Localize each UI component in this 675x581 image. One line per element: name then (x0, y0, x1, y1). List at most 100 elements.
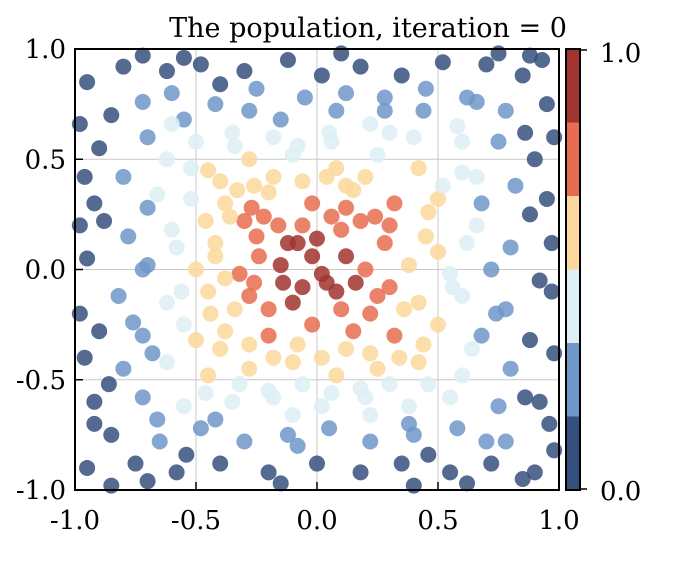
data-point (248, 80, 265, 97)
data-point (207, 96, 224, 113)
data-point (369, 287, 386, 304)
data-point (289, 138, 306, 155)
data-point (442, 265, 459, 282)
data-point (442, 464, 459, 481)
data-point (415, 102, 432, 119)
data-point (144, 345, 161, 362)
data-point (197, 212, 214, 229)
data-point (473, 195, 490, 212)
data-point (236, 63, 253, 80)
data-point (79, 250, 96, 267)
data-point (338, 177, 355, 194)
data-point (226, 301, 243, 318)
data-point (420, 204, 437, 221)
y-tick-label: 0.5 (25, 145, 66, 175)
data-point (134, 327, 151, 344)
data-point (279, 52, 296, 69)
data-point (260, 184, 277, 201)
data-point (100, 376, 117, 393)
data-point (405, 129, 422, 146)
data-point (405, 477, 422, 494)
data-point (338, 340, 355, 357)
data-point (526, 464, 543, 481)
data-point (197, 384, 214, 401)
data-point (265, 129, 282, 146)
data-point (347, 274, 364, 291)
data-point (120, 228, 137, 245)
data-point (175, 316, 192, 333)
data-point (534, 52, 551, 69)
data-point (521, 206, 538, 223)
data-point (454, 164, 471, 181)
data-point (158, 151, 175, 168)
data-point (255, 208, 272, 225)
data-point (241, 287, 258, 304)
data-point (369, 360, 386, 377)
data-point (163, 221, 180, 238)
data-point (328, 102, 345, 119)
data-point (248, 228, 265, 245)
chart-title: The population, iteration = 0 (169, 13, 567, 44)
x-tick-label: -0.5 (171, 506, 221, 536)
colorbar-segment (566, 196, 580, 270)
data-point (163, 115, 180, 132)
data-point (284, 354, 301, 371)
data-point (415, 336, 432, 353)
data-point (272, 111, 289, 128)
data-point (454, 133, 471, 150)
data-point (313, 67, 330, 84)
data-point (502, 360, 519, 377)
data-point (321, 420, 338, 437)
data-point (158, 294, 175, 311)
data-point (175, 49, 192, 66)
data-point (328, 367, 345, 384)
data-point (376, 89, 393, 106)
data-point (490, 45, 507, 62)
data-point (246, 274, 263, 291)
y-tick-label: 0.0 (25, 256, 66, 286)
data-point (125, 314, 142, 331)
data-point (294, 217, 311, 234)
data-point (212, 455, 229, 472)
data-point (362, 407, 379, 424)
data-point (200, 367, 217, 384)
data-point (279, 426, 296, 443)
data-point (338, 199, 355, 216)
data-point (289, 437, 306, 454)
data-point (396, 301, 413, 318)
data-point (514, 67, 531, 84)
data-point (369, 146, 386, 163)
data-point (357, 261, 374, 278)
data-point (497, 433, 514, 450)
data-point (168, 239, 185, 256)
data-point (294, 376, 311, 393)
data-point (243, 199, 260, 216)
data-point (490, 398, 507, 415)
data-point (352, 212, 369, 229)
data-point (323, 208, 340, 225)
data-point (212, 173, 229, 190)
data-point (207, 248, 224, 265)
data-point (134, 261, 151, 278)
data-point (231, 265, 248, 282)
data-point (543, 283, 560, 300)
data-point (265, 349, 282, 366)
data-point (265, 168, 282, 185)
data-point (79, 74, 96, 91)
data-point (367, 208, 384, 225)
data-point (357, 168, 374, 185)
data-point (296, 89, 313, 106)
data-point (386, 195, 403, 212)
data-point (521, 332, 538, 349)
data-point (236, 212, 253, 229)
data-point (175, 398, 192, 415)
data-point (217, 323, 234, 340)
data-point (449, 118, 466, 135)
data-point (175, 111, 192, 128)
data-point (207, 235, 224, 252)
data-point (400, 415, 417, 432)
data-point (309, 455, 325, 472)
data-point (188, 133, 204, 150)
data-point (463, 340, 480, 357)
data-point (163, 85, 180, 102)
